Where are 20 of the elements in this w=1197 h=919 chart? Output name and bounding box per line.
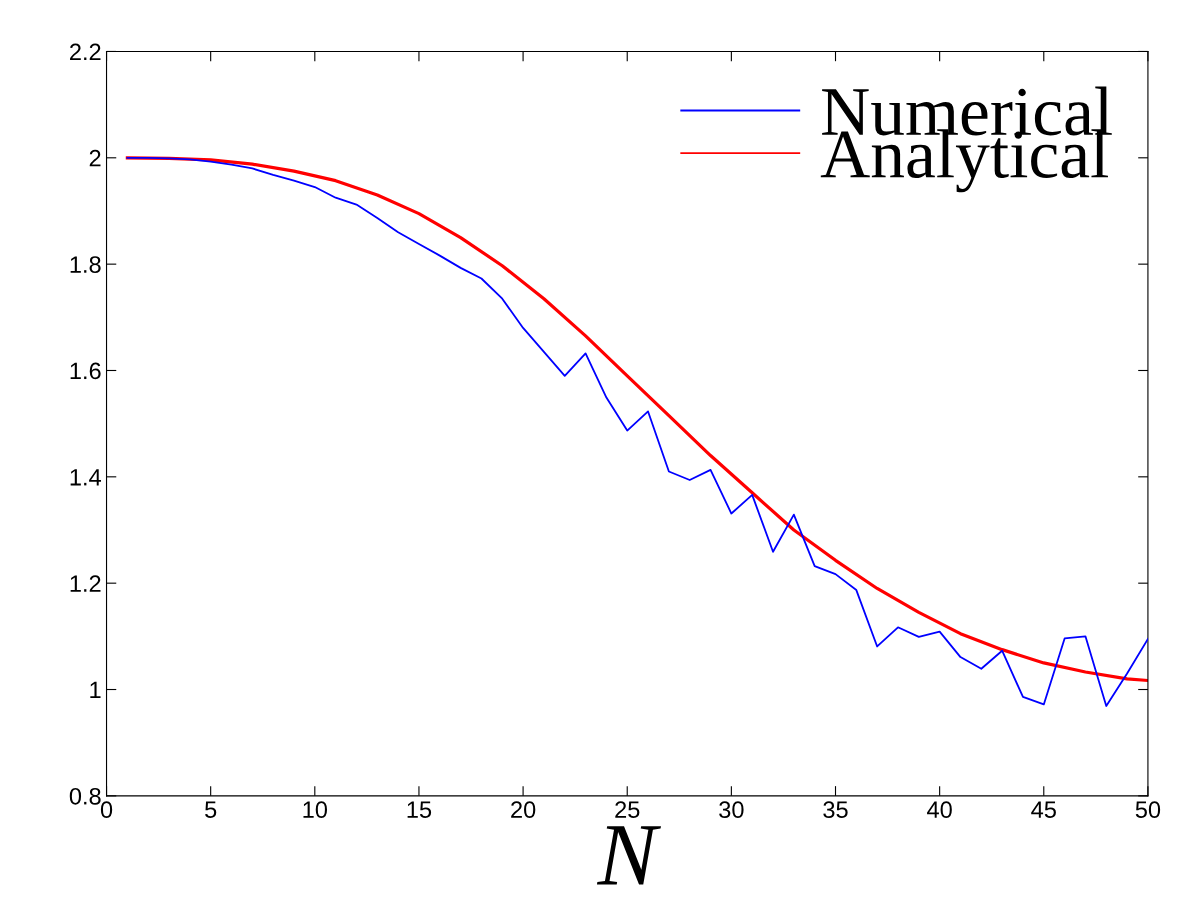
x-tick-label: 15 xyxy=(407,801,432,819)
x-tick-label: 0 xyxy=(100,801,113,819)
x-tick-label: 50 xyxy=(1135,801,1161,819)
x-tick-label: 5 xyxy=(205,801,217,819)
x-tick-label: 10 xyxy=(303,801,328,819)
x-axis-title: N xyxy=(596,826,661,885)
y-tick-label: 0.8 xyxy=(69,787,101,805)
y-tick-label: 1 xyxy=(90,681,101,699)
y-tick-label: 1.2 xyxy=(70,575,101,592)
y-tick-label: 2 xyxy=(89,149,101,167)
x-tick-label: 20 xyxy=(511,801,536,819)
y-tick-label: 1.6 xyxy=(70,362,101,380)
x-tick-label: 25 xyxy=(615,801,640,819)
x-tick-label: 45 xyxy=(1031,801,1056,819)
y-tick-label: 2.2 xyxy=(70,43,101,61)
x-tick-label: 35 xyxy=(823,801,848,819)
y-tick-label: 1.4 xyxy=(70,469,101,486)
x-tick-label: 40 xyxy=(927,801,952,819)
y-tick-label: 1.8 xyxy=(70,256,101,273)
x-tick-label: 30 xyxy=(719,801,744,819)
